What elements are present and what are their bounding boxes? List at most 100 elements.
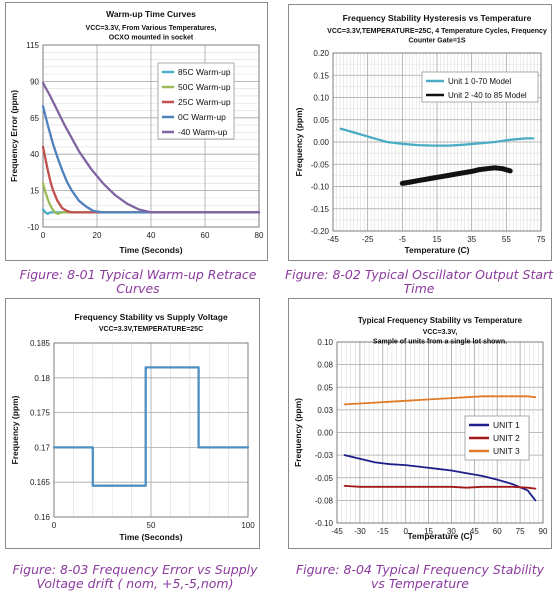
y-tick-label: -0.05 (315, 474, 334, 483)
series-line (41, 105, 261, 214)
legend-label: 25C Warm-up (178, 97, 231, 107)
y-tick-label: -0.10 (311, 183, 330, 192)
y-tick-label: 0.05 (317, 383, 333, 392)
chart-title: Frequency Stability Hysteresis vs Temper… (343, 13, 532, 23)
legend-label: UNIT 1 (493, 420, 520, 430)
plot-area-border (336, 341, 544, 524)
figure-caption: Figure: 8-02 Typical Oscillator Output S… (284, 267, 554, 296)
y-tick-label: 0.05 (313, 116, 329, 125)
y-tick-label: 0.185 (30, 339, 51, 348)
y-tick-label: -0.03 (315, 451, 334, 460)
series-line (41, 145, 261, 214)
x-axis-label: Time (Seconds) (119, 245, 182, 255)
x-tick-label: 45 (470, 527, 479, 536)
x-tick-label: -30 (354, 527, 366, 536)
y-tick-label: 115 (26, 41, 39, 50)
x-tick-label: 60 (493, 527, 502, 536)
chart-subtitle-line: VCC=3.3V, From Various Temperatures, (86, 25, 217, 32)
x-tick-label: 80 (255, 231, 264, 240)
chart-panel-supply-voltage: 0 50 100 0.16 0.165 0.17 0.175 0.18 0.185 Frequen… (5, 298, 260, 549)
chart-panel-temperature-stability: -45 -30 -15 0 15 30 45 60 75 90 -0.10 -0.08 -0.05 -0.… (288, 298, 552, 549)
legend-label: -40 Warm-up (178, 127, 228, 137)
x-tick-label: 35 (467, 235, 476, 244)
x-tick-label: 55 (502, 235, 511, 244)
chart-title: Frequency Stability vs Supply Voltage (74, 312, 228, 322)
chart-title: Warm-up Time Curves (106, 9, 196, 19)
y-axis-label: Frequency Error (ppm) (9, 90, 19, 182)
figure-caption: Figure: 8-03 Frequency Error vs Supply V… (12, 562, 258, 591)
y-tick-label: -0.20 (311, 227, 330, 236)
chart-title: Typical Frequency Stability vs Temperatu… (358, 316, 523, 325)
y-tick-label: 0.03 (317, 406, 333, 415)
x-axis-label: Temperature (C) (404, 245, 469, 255)
y-tick-label: 0.15 (313, 71, 329, 80)
y-tick-label: 0.17 (34, 443, 50, 452)
x-tick-label: 50 (147, 521, 156, 530)
chart-subtitle-line: Counter Gate=1S (409, 38, 466, 45)
chart-panel-warmup: 0 20 40 60 80 -10 15 40 65 90 115 Warm-up Time Curv… (5, 2, 268, 261)
x-tick-label: 75 (516, 527, 525, 536)
y-tick-label: 0.175 (30, 409, 51, 418)
y-tick-label: 65 (30, 114, 39, 123)
y-axis-label: Frequency (ppm) (293, 398, 303, 467)
chart-svg: 0 50 100 0.16 0.165 0.17 0.175 0.18 0.185 Frequen… (10, 312, 255, 542)
y-tick-label: 0.00 (317, 429, 333, 438)
x-tick-label: 15 (433, 235, 442, 244)
chart-subtitle-line: OCXO mounted in socket (109, 35, 194, 42)
y-axis-label: Frequency (ppm) (294, 107, 304, 176)
x-axis-label: Time (Seconds) (119, 532, 182, 542)
legend-label: 0C Warm-up (178, 112, 226, 122)
figure-caption: Figure: 8-01 Typical Warm-up Retrace Cur… (19, 267, 257, 296)
y-tick-label: 0.10 (317, 338, 333, 347)
y-tick-label: 40 (30, 150, 39, 159)
plot-area-border (42, 44, 260, 228)
series-line (41, 81, 261, 214)
x-tick-label: 0 (403, 527, 408, 536)
series-line (339, 127, 535, 147)
chart-panel-hysteresis: -45 -25 -5 15 35 55 75 -0.20 -0.15 -0.10 -0.05 0.00… (288, 4, 552, 261)
x-tick-label: -45 (327, 235, 339, 244)
x-tick-label: 75 (537, 235, 546, 244)
legend-box (421, 71, 539, 103)
legend-label: Unit 2 -40 to 85 Model (448, 91, 527, 100)
chart-svg: 0 20 40 60 80 -10 15 40 65 90 115 Warm-up Time Curv… (9, 9, 264, 255)
x-tick-label: 100 (241, 521, 255, 530)
y-axis-label: Frequency (ppm) (10, 395, 20, 464)
series-line (52, 366, 250, 487)
y-tick-label: -0.08 (315, 496, 334, 505)
figure-caption: Figure: 8-04 Typical Frequency Stability… (295, 562, 545, 591)
x-tick-label: -15 (377, 527, 389, 536)
x-tick-label: 40 (147, 231, 156, 240)
x-tick-label: 60 (201, 231, 210, 240)
legend-label: 85C Warm-up (178, 67, 231, 77)
y-tick-label: 0.08 (317, 361, 333, 370)
y-tick-label: 0.16 (34, 513, 50, 522)
legend-label: 50C Warm-up (178, 82, 231, 92)
chart-subtitle-line: Sample of units from a single lot shown. (373, 339, 507, 346)
x-tick-label: 0 (52, 521, 57, 530)
y-tick-label: 0.10 (313, 94, 329, 103)
y-tick-label: -0.05 (311, 160, 330, 169)
y-tick-label: -0.10 (315, 519, 334, 528)
y-tick-label: 0.00 (313, 138, 329, 147)
chart-svg: -45 -25 -5 15 35 55 75 -0.20 -0.15 -0.10 -0.05 0.00… (294, 13, 547, 255)
chart-subtitle-line: VCC=3.3V,TEMPERATURE=25C (99, 326, 203, 333)
x-tick-label: -5 (399, 235, 407, 244)
y-tick-label: 0.18 (34, 374, 50, 383)
y-tick-label: 0.20 (313, 49, 329, 58)
legend-label: UNIT 3 (493, 446, 520, 456)
plot-area-border (332, 52, 542, 232)
chart-subtitle-line: VCC=3.3V, (423, 329, 458, 336)
series-line (343, 395, 537, 406)
x-tick-label: 20 (93, 231, 102, 240)
x-axis-label: Temperature (C) (407, 531, 472, 541)
y-tick-label: 90 (30, 77, 39, 86)
chart-subtitle-line: VCC=3.3V,TEMPERATURE=25C, 4 Temperature … (327, 28, 547, 35)
series-line (399, 165, 513, 186)
y-tick-label: 15 (30, 187, 39, 196)
x-tick-label: 30 (447, 527, 456, 536)
series-line (343, 484, 537, 490)
y-tick-label: 0.165 (30, 478, 51, 487)
series-line (343, 454, 537, 502)
x-tick-label: -25 (362, 235, 374, 244)
